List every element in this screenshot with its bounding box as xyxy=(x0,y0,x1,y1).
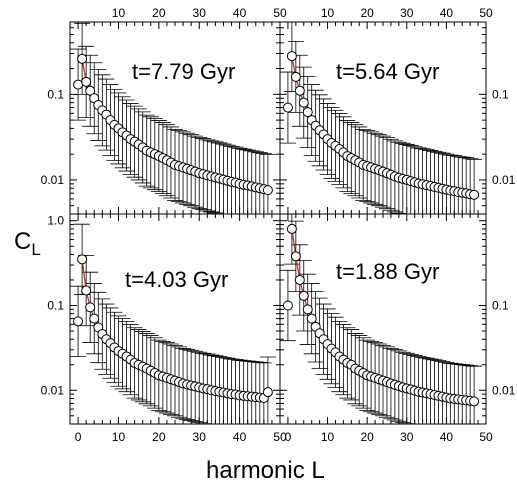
panel-2: 10 20 30 40 50 0.1 0.01 xyxy=(279,6,516,215)
data-point xyxy=(286,223,297,234)
x-tick-label: 20 xyxy=(152,6,166,20)
data-point xyxy=(302,304,313,315)
x-tick-label: 0 xyxy=(285,430,292,444)
data-point xyxy=(302,107,313,118)
x-tick-label: 20 xyxy=(152,430,166,444)
data-point xyxy=(73,316,84,327)
y-axis-label: CL xyxy=(14,228,41,259)
x-tick-label: 10 xyxy=(112,430,126,444)
panel-3: 0 10 20 30 40 50 1.0 0.1 0.01 xyxy=(41,213,287,444)
y-tick-label: 0.01 xyxy=(41,383,65,397)
data-point xyxy=(290,251,301,262)
y-axis-label-main: C xyxy=(14,228,31,255)
y-tick-label: 0.01 xyxy=(41,173,65,187)
y-tick-label: 0.1 xyxy=(47,87,64,101)
x-tick-label: 50 xyxy=(273,6,287,20)
data-point xyxy=(85,85,96,96)
data-point xyxy=(294,274,305,285)
x-tick-label: 50 xyxy=(479,6,493,20)
x-axis-label: harmonic L xyxy=(206,457,325,484)
x-tick-label: 40 xyxy=(233,6,247,20)
data-point xyxy=(81,285,92,296)
x-tick-label: 10 xyxy=(321,430,335,444)
y-axis-label-sub: L xyxy=(31,240,40,259)
panel-title-3: t=4.03 Gyr xyxy=(125,267,228,292)
y-tick-label: 0.1 xyxy=(492,87,509,101)
panel-title-2: t=5.64 Gyr xyxy=(336,59,439,84)
x-tick-label: 30 xyxy=(400,430,414,444)
x-tick-label: 30 xyxy=(400,6,414,20)
panel-title-1: t=7.79 Gyr xyxy=(132,59,235,84)
x-tick-label: 40 xyxy=(233,430,247,444)
x-tick-label: 30 xyxy=(193,430,207,444)
panel-title-4: t=1.88 Gyr xyxy=(336,259,439,284)
x-tick-label: 40 xyxy=(440,430,454,444)
data-point xyxy=(282,300,293,311)
panels-group: 10 20 30 40 50 0.1 0.01 10 20 30 40 50 0.1 0.01 0 10 20 3… xyxy=(41,6,516,444)
data-point xyxy=(89,313,100,324)
y-tick-label: 0.01 xyxy=(492,383,516,397)
y-tick-label: 0.1 xyxy=(492,298,509,312)
data-point xyxy=(469,396,480,407)
data-point xyxy=(306,313,317,324)
x-tick-label: 40 xyxy=(440,6,454,20)
x-tick-label: 20 xyxy=(360,430,374,444)
data-point xyxy=(290,71,301,82)
data-point xyxy=(85,302,96,313)
data-point xyxy=(469,189,480,200)
x-tick-label: 30 xyxy=(193,6,207,20)
data-point xyxy=(77,254,88,265)
y-tick-label: 1.0 xyxy=(47,214,64,228)
x-tick-label: 50 xyxy=(273,430,287,444)
x-tick-label: 20 xyxy=(360,6,374,20)
data-point xyxy=(282,102,293,113)
x-tick-label: 50 xyxy=(479,430,493,444)
x-tick-label: 10 xyxy=(112,6,126,20)
x-tick-label: 10 xyxy=(321,6,335,20)
data-point xyxy=(298,97,309,108)
y-tick-label: 0.1 xyxy=(47,298,64,312)
panel-4: 0 10 20 30 40 50 0.1 0.01 xyxy=(279,213,516,444)
data-point xyxy=(298,290,309,301)
data-point xyxy=(81,76,92,87)
data-point xyxy=(262,185,273,196)
y-tick-label: 0.01 xyxy=(492,173,516,187)
data-point xyxy=(262,387,273,398)
panel-1: 10 20 30 40 50 0.1 0.01 xyxy=(41,6,287,215)
x-tick-label: 0 xyxy=(75,430,82,444)
data-point xyxy=(286,51,297,62)
data-point xyxy=(77,53,88,64)
data-point xyxy=(294,85,305,96)
